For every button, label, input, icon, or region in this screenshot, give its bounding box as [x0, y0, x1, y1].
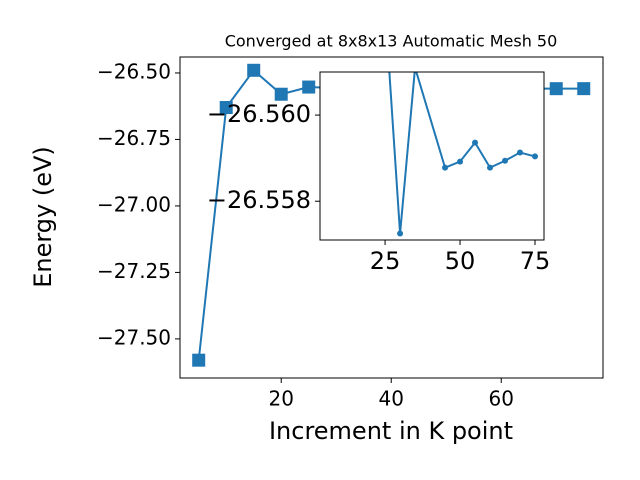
y-tick-label: −27.00 [97, 192, 171, 216]
marker [549, 82, 563, 96]
x-tick-label: 25 [370, 247, 401, 275]
marker [219, 101, 233, 115]
marker [517, 149, 524, 156]
marker [382, 4, 388, 10]
marker [192, 353, 206, 367]
axes-frame [179, 56, 604, 379]
marker [502, 157, 509, 164]
x-tick-label: 75 [520, 247, 551, 275]
y-tick-label: −26.560 [207, 100, 311, 128]
y-tick-label: −27.50 [97, 325, 171, 349]
marker [577, 82, 591, 96]
y-tick-label: −26.558 [207, 186, 311, 214]
x-tick-label: 60 [489, 387, 514, 411]
marker [487, 164, 494, 171]
x-tick-label: 20 [268, 387, 293, 411]
marker [397, 230, 404, 237]
y-tick-label: −26.75 [97, 126, 171, 150]
series-line [388, 72, 536, 234]
y-axis-label: Energy (eV) [29, 146, 57, 288]
marker [302, 80, 316, 94]
x-axis-label: Increment in K point [269, 417, 513, 445]
y-tick-label: −26.50 [97, 59, 171, 83]
axes-background [320, 72, 544, 240]
marker [247, 63, 261, 77]
axes-frame [319, 71, 545, 241]
marker [472, 139, 479, 146]
marker [442, 164, 449, 171]
chart-title: Converged at 8x8x13 Automatic Mesh 50 [225, 32, 558, 51]
x-tick-label: 40 [378, 387, 403, 411]
marker [457, 158, 464, 165]
plot-area [382, 4, 539, 237]
marker [274, 87, 288, 101]
marker [532, 153, 539, 160]
y-tick-label: −27.25 [97, 259, 171, 283]
x-tick-label: 50 [445, 247, 476, 275]
